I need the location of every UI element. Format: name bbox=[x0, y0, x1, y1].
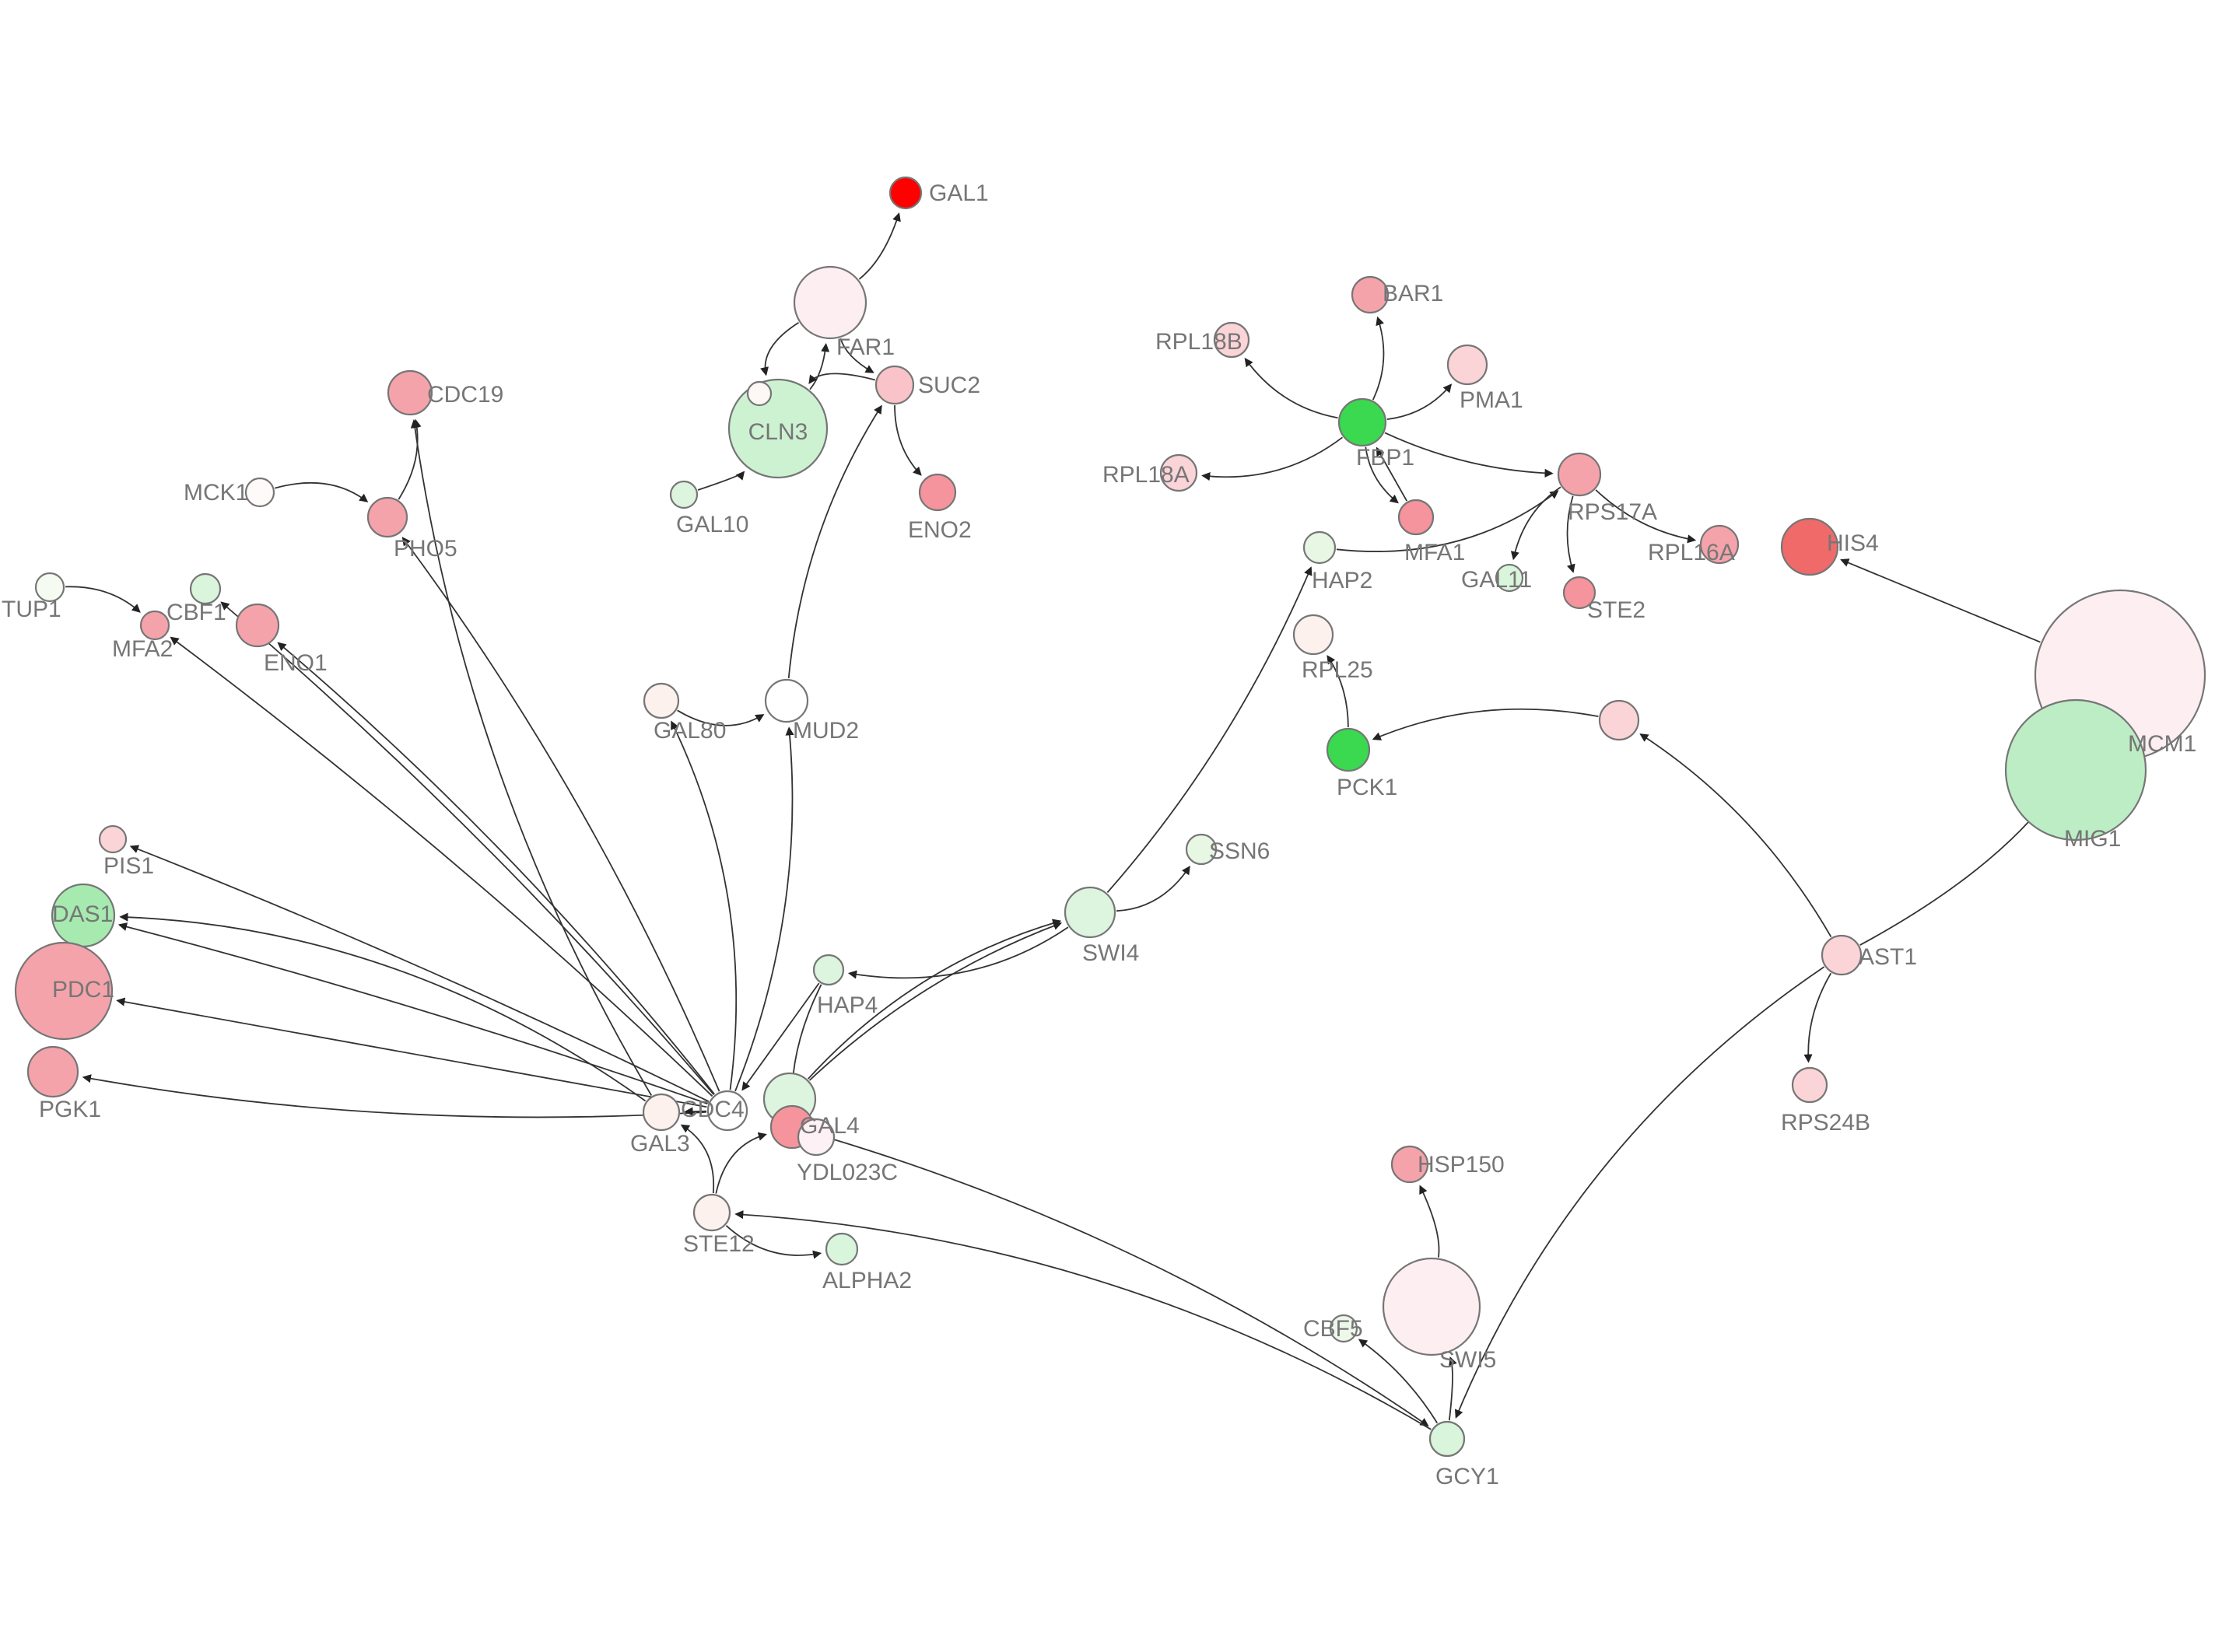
svg-text:RPL16A: RPL16A bbox=[1648, 540, 1735, 565]
svg-text:MUD2: MUD2 bbox=[793, 718, 859, 744]
svg-text:PGK1: PGK1 bbox=[39, 1097, 101, 1122]
svg-text:MCM1: MCM1 bbox=[2128, 731, 2196, 757]
svg-text:AST1: AST1 bbox=[1859, 944, 1917, 970]
svg-text:SUC2: SUC2 bbox=[918, 373, 980, 398]
svg-text:PIS1: PIS1 bbox=[103, 853, 154, 879]
svg-text:HSP150: HSP150 bbox=[1418, 1152, 1505, 1178]
svg-text:STE2: STE2 bbox=[1587, 597, 1645, 623]
svg-text:SSN6: SSN6 bbox=[1209, 838, 1270, 864]
svg-text:HAP4: HAP4 bbox=[817, 992, 878, 1018]
svg-text:RPL25: RPL25 bbox=[1302, 657, 1373, 683]
svg-text:RPL18B: RPL18B bbox=[1155, 329, 1242, 355]
svg-text:GAL10: GAL10 bbox=[676, 512, 748, 537]
svg-text:TUP1: TUP1 bbox=[2, 597, 61, 622]
svg-text:ENO1: ENO1 bbox=[264, 650, 328, 676]
svg-text:RPS17A: RPS17A bbox=[1568, 499, 1657, 525]
svg-text:MFA2: MFA2 bbox=[112, 636, 173, 662]
svg-text:RPL18A: RPL18A bbox=[1102, 462, 1190, 488]
svg-text:ENO2: ENO2 bbox=[908, 517, 972, 543]
svg-text:YDL023C: YDL023C bbox=[797, 1160, 898, 1185]
svg-text:DAS1: DAS1 bbox=[52, 901, 113, 927]
svg-text:CDC4: CDC4 bbox=[681, 1097, 745, 1122]
svg-text:GAL80: GAL80 bbox=[654, 718, 726, 744]
svg-text:PHO5: PHO5 bbox=[394, 536, 457, 562]
svg-text:STE12: STE12 bbox=[683, 1231, 755, 1257]
svg-text:CBF5: CBF5 bbox=[1303, 1316, 1363, 1342]
svg-text:GCY1: GCY1 bbox=[1435, 1464, 1499, 1489]
svg-text:FAR1: FAR1 bbox=[836, 334, 895, 360]
svg-text:SWI5: SWI5 bbox=[1439, 1347, 1496, 1373]
svg-text:HIS4: HIS4 bbox=[1827, 530, 1879, 556]
svg-text:GAL1: GAL1 bbox=[929, 180, 989, 206]
svg-text:MIG1: MIG1 bbox=[2064, 826, 2121, 852]
svg-text:GAL11: GAL11 bbox=[1461, 567, 1532, 593]
svg-text:GAL3: GAL3 bbox=[630, 1131, 690, 1157]
svg-text:ALPHA2: ALPHA2 bbox=[822, 1268, 912, 1293]
svg-text:CBF1: CBF1 bbox=[166, 600, 226, 625]
svg-text:MCK1: MCK1 bbox=[184, 480, 248, 506]
svg-text:MFA1: MFA1 bbox=[1404, 540, 1465, 565]
svg-text:RPS24B: RPS24B bbox=[1781, 1110, 1870, 1136]
svg-text:SWI4: SWI4 bbox=[1082, 940, 1139, 966]
svg-text:HAP2: HAP2 bbox=[1312, 568, 1372, 593]
svg-text:BAR1: BAR1 bbox=[1383, 281, 1443, 306]
svg-text:PCK1: PCK1 bbox=[1337, 775, 1397, 800]
svg-text:CLN3: CLN3 bbox=[748, 419, 808, 445]
svg-text:GAL4: GAL4 bbox=[800, 1113, 860, 1139]
svg-text:CDC19: CDC19 bbox=[427, 382, 503, 408]
svg-text:FBP1: FBP1 bbox=[1356, 445, 1414, 471]
svg-text:PDC1: PDC1 bbox=[52, 977, 114, 1003]
svg-text:PMA1: PMA1 bbox=[1460, 387, 1523, 413]
